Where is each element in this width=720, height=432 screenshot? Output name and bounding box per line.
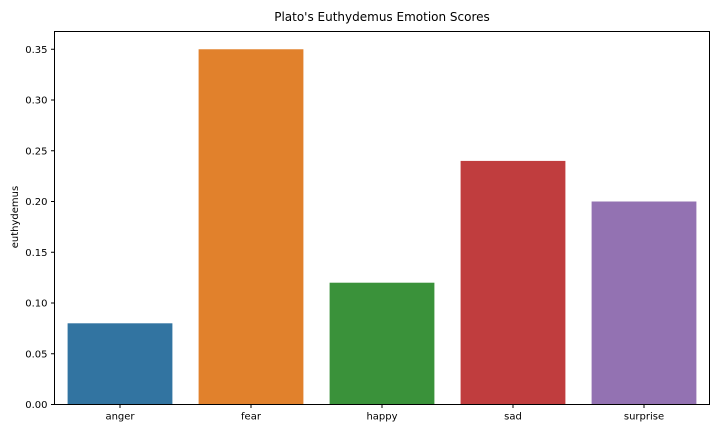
y-tick-label: 0.10 [25, 299, 47, 310]
y-tick-label: 0.20 [25, 197, 47, 208]
chart-title: Plato's Euthydemus Emotion Scores [274, 10, 490, 24]
x-tick-label-surprise: surprise [624, 412, 664, 423]
y-axis-label: euthydemus [10, 186, 21, 248]
y-axis-ticks: 0.00 0.05 0.10 0.15 0.20 0.25 0.30 0.35 [25, 45, 55, 411]
x-axis-ticks: anger fear happy sad surprise [105, 404, 664, 423]
plot-frame [54, 31, 710, 405]
y-tick-label: 0.00 [25, 400, 47, 411]
bar-surprise [591, 201, 697, 405]
bar-fear [198, 49, 304, 405]
y-tick-label: 0.30 [25, 96, 47, 107]
x-tick-label-happy: happy [366, 412, 397, 423]
bar-anger [67, 323, 173, 405]
y-tick-label: 0.05 [25, 349, 47, 360]
x-tick-label-anger: anger [105, 412, 135, 423]
x-tick-label-fear: fear [241, 412, 262, 423]
y-tick-label: 0.35 [25, 45, 47, 56]
bar-sad [460, 160, 566, 405]
bar-happy [329, 282, 435, 405]
x-tick-label-sad: sad [504, 412, 522, 423]
y-tick-label: 0.25 [25, 146, 47, 157]
y-tick-label: 0.15 [25, 248, 47, 259]
bars-group [67, 49, 697, 405]
